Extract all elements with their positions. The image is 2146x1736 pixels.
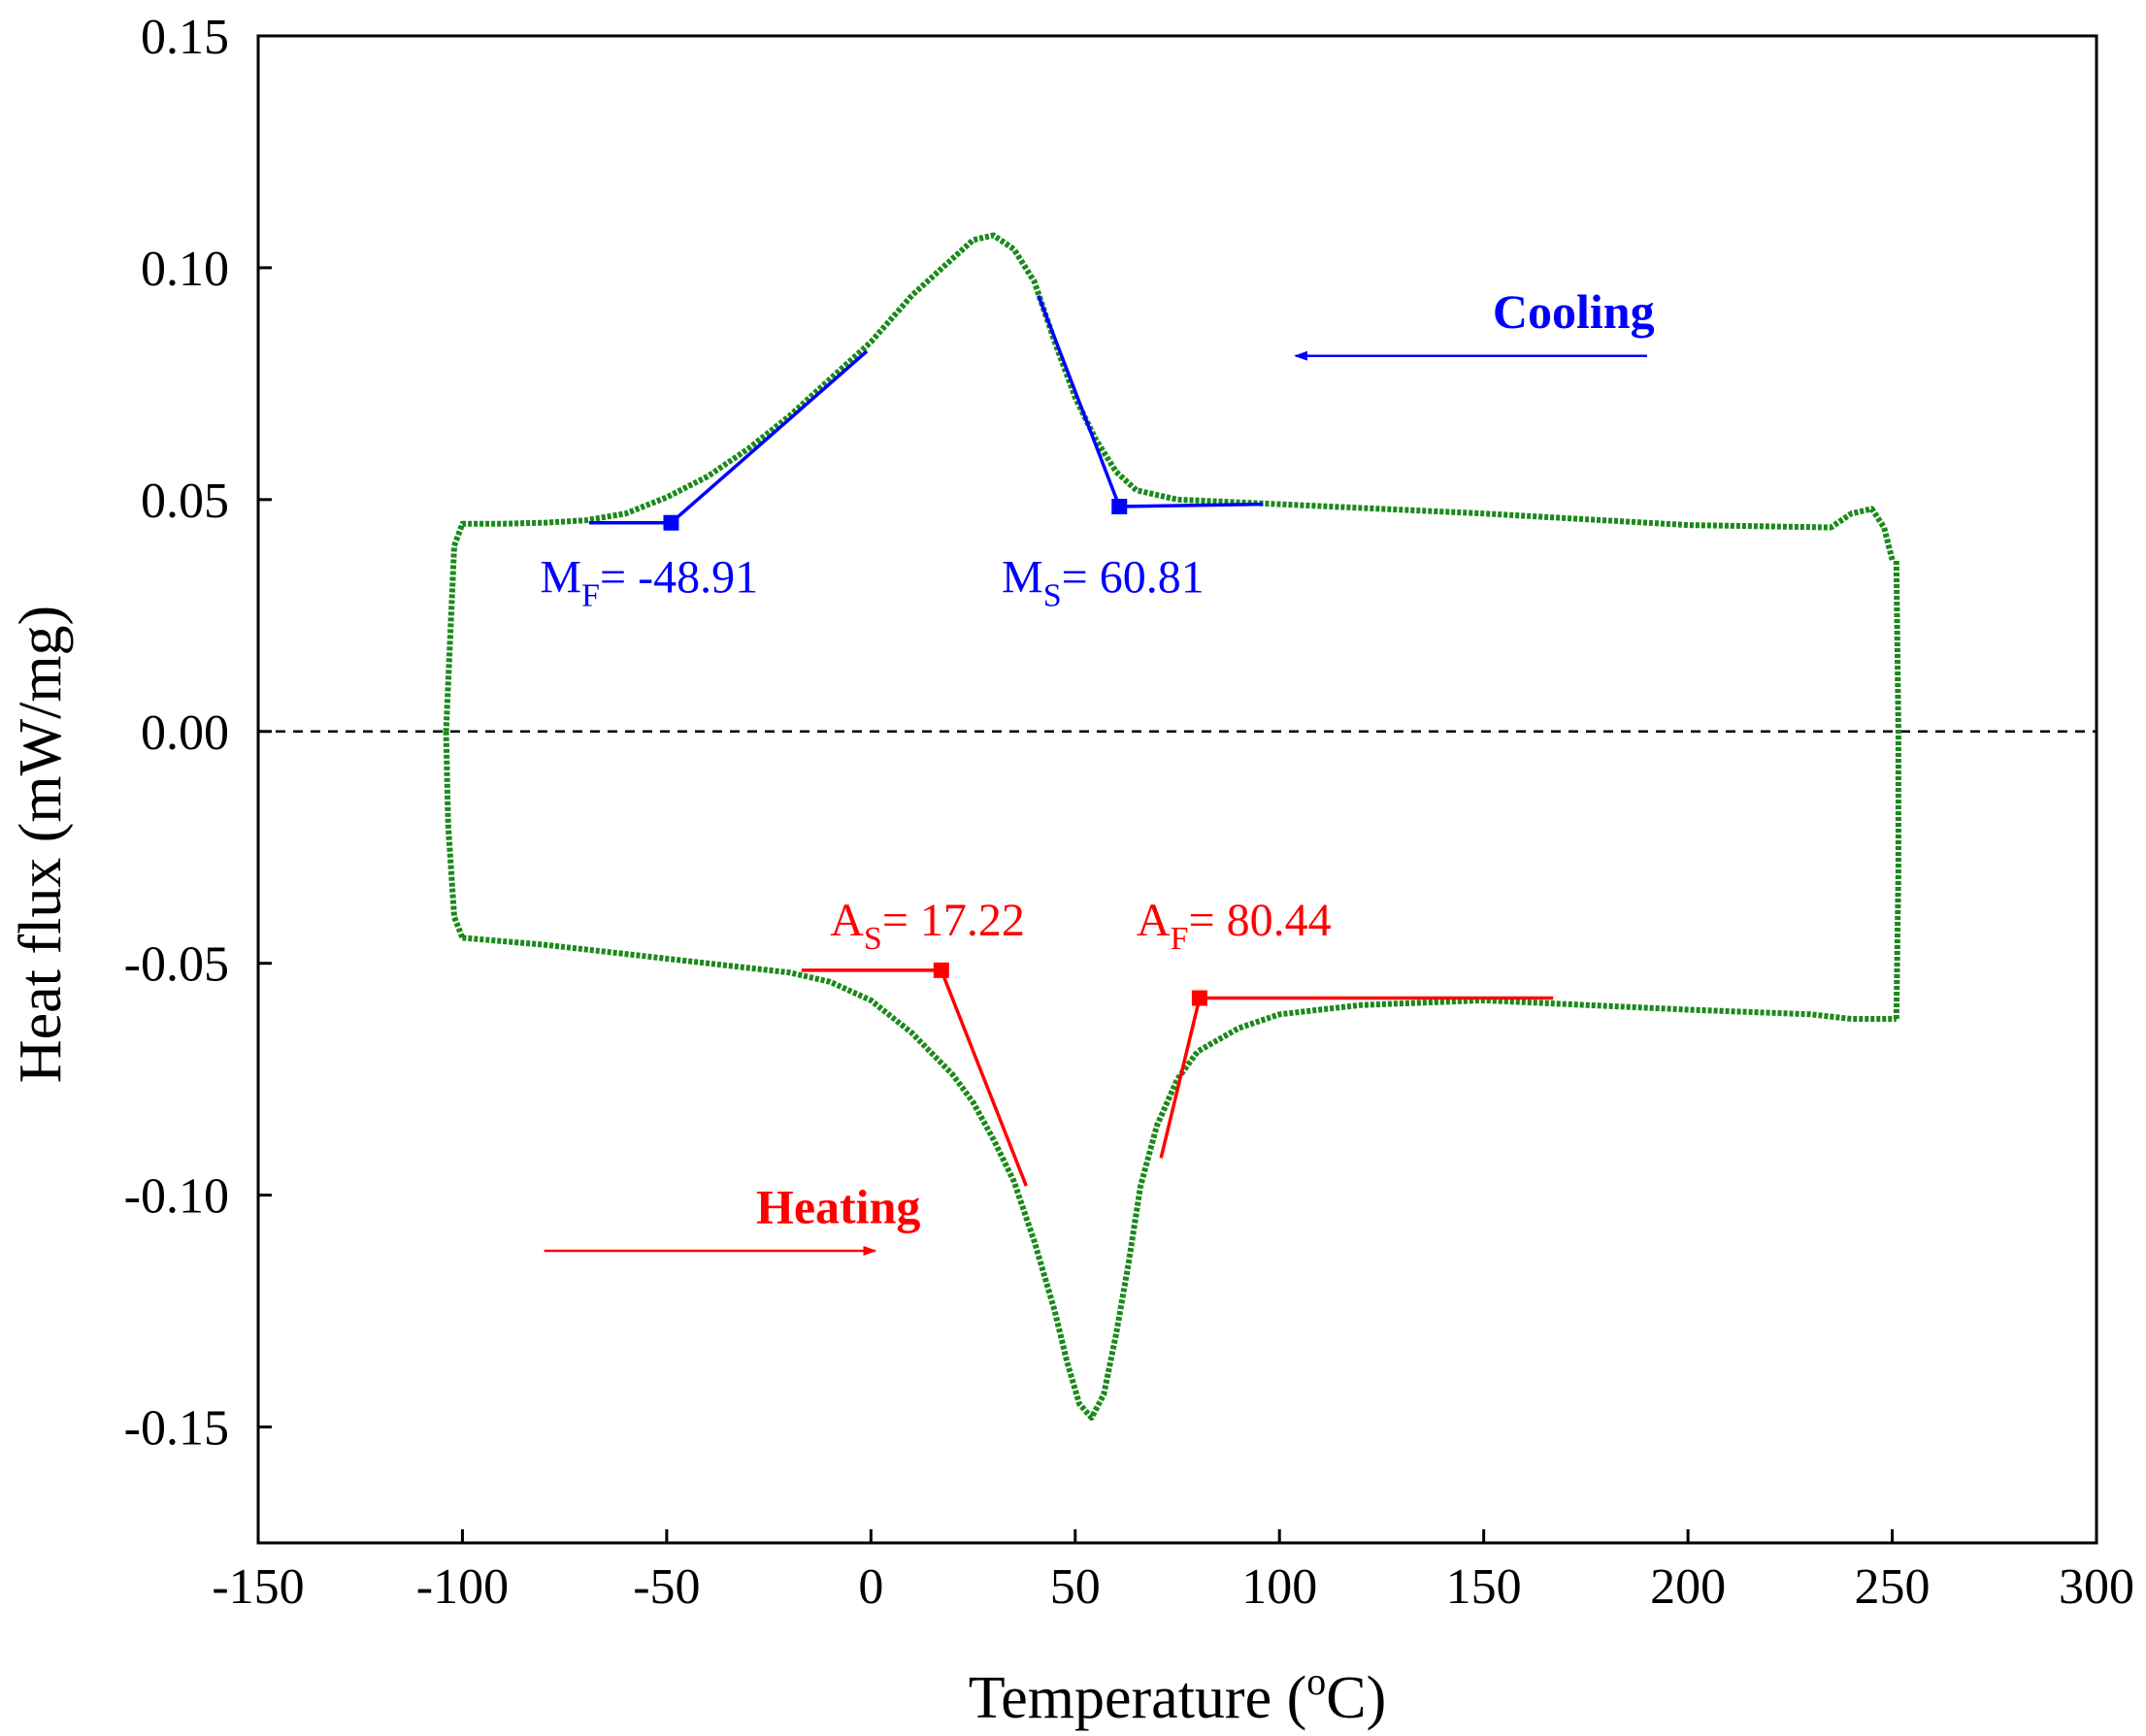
x-tick-label: 150: [1446, 1559, 1522, 1615]
ms-tangent-line: [1119, 502, 1264, 508]
x-tick-label: -150: [212, 1559, 304, 1615]
y-tick-label: -0.15: [124, 1401, 229, 1457]
y-tick-label: 0.10: [141, 242, 229, 297]
as-onset-point: [933, 962, 949, 978]
ms-label-value: = 60.81: [1062, 551, 1205, 603]
af-tangent-line: [1159, 998, 1202, 1159]
mf-label-value: = -48.91: [600, 551, 758, 603]
x-tick-label: -100: [416, 1559, 509, 1615]
as-label: AS= 17.22: [830, 895, 1025, 957]
as-label-value: = 17.22: [882, 895, 1025, 946]
y-tick-label: 0.00: [141, 705, 229, 761]
x-axis-title-prefix: Temperature (: [969, 1665, 1307, 1731]
y-axis-title: Heat flux (mW/mg): [8, 606, 74, 1083]
af-label-sub: F: [1171, 921, 1189, 957]
af-label-main: A: [1137, 895, 1171, 946]
series-line-heating-to-cooling: [1893, 559, 1901, 1020]
cooling-direction-label: Cooling: [1493, 284, 1655, 339]
series-layer: [443, 232, 1901, 1421]
x-axis-title-unit-sup: o: [1306, 1659, 1326, 1703]
af-onset-point: [1191, 990, 1207, 1006]
heating-direction-label: Heating: [756, 1179, 920, 1233]
x-tick-label: 200: [1650, 1559, 1726, 1615]
x-axis-title: Temperature (oC): [969, 1659, 1387, 1731]
ms-label: MS= 60.81: [1002, 551, 1205, 613]
ms-tangent-line: [1037, 294, 1121, 508]
x-tick-label: -50: [633, 1559, 700, 1615]
mf-label-main: M: [540, 551, 581, 603]
series-line-cooling: [443, 232, 1896, 732]
mf-tangent-line: [670, 349, 869, 525]
plot-area-frame: [256, 34, 2098, 1545]
ms-onset-point: [1111, 499, 1128, 515]
mf-label: MF= -48.91: [540, 551, 758, 613]
as-tangent-line: [940, 969, 1028, 1187]
mf-onset-point: [663, 514, 679, 531]
x-axis-title-suffix: C): [1326, 1665, 1386, 1731]
y-tick-label: -0.10: [124, 1169, 229, 1225]
y-tick-label: 0.05: [141, 474, 229, 529]
series-line-heating: [462, 934, 1897, 1421]
mf-label-sub: F: [581, 577, 600, 613]
as-label-main: A: [830, 895, 864, 946]
as-label-sub: S: [864, 921, 882, 957]
y-tick-label: 0.15: [141, 10, 229, 65]
y-tick-label: -0.05: [124, 937, 229, 993]
ms-label-sub: S: [1043, 577, 1062, 613]
af-label: AF= 80.44: [1137, 895, 1332, 957]
series-line-cooling-to-heating: [443, 731, 466, 939]
x-tick-label: 50: [1050, 1559, 1101, 1615]
af-label-value: = 80.44: [1189, 895, 1332, 946]
x-tick-label: 250: [1855, 1559, 1931, 1615]
x-tick-label: 100: [1241, 1559, 1317, 1615]
x-tick-label: 0: [858, 1559, 883, 1615]
ms-label-main: M: [1002, 551, 1043, 603]
x-tick-label: 300: [2059, 1559, 2134, 1615]
ticks-layer: -150 -100 -50 0 50 100 150 200 250 300 0.15 0.10 0.0…: [124, 10, 2134, 1615]
